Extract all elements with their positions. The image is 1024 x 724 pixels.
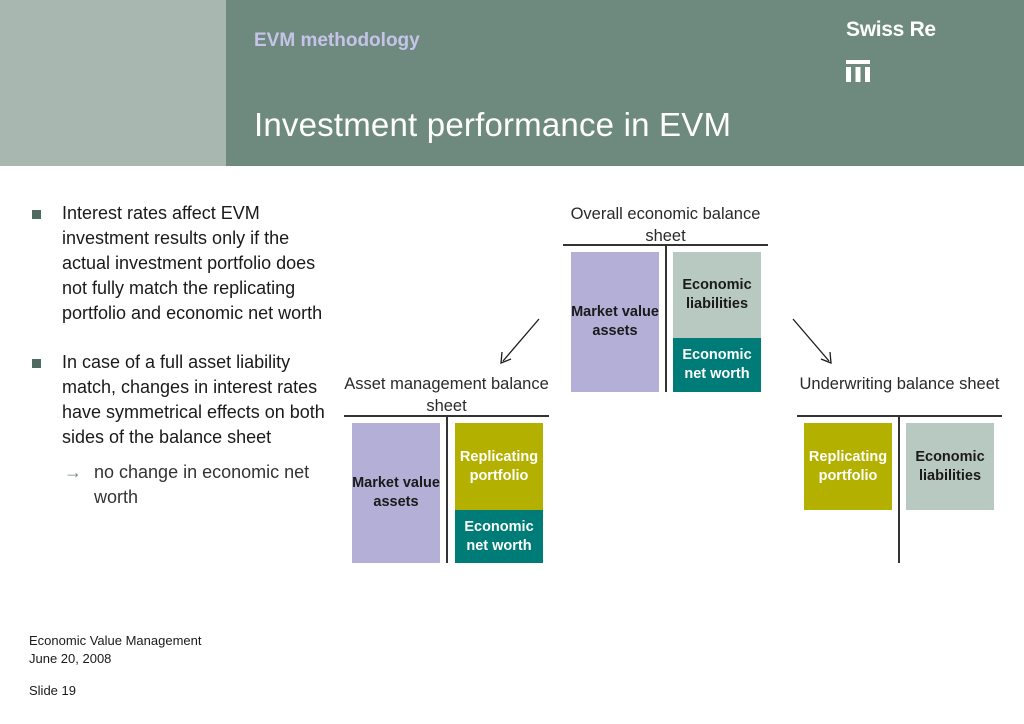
overall-economic-liabilities-box: Economic liabilities xyxy=(673,252,761,338)
overall-balance-sheet-heading: Overall economic balance sheet xyxy=(570,205,761,245)
brand-name: Swiss Re xyxy=(846,18,936,41)
bullet-text: Interest rates affect EVM investment res… xyxy=(62,203,323,323)
footer-date: June 20, 2008 xyxy=(29,651,112,666)
footer-title: Economic Value Management xyxy=(29,633,202,648)
sub-bullet-text: no change in economic net worth xyxy=(94,462,310,507)
bullet-list: Interest rates affect EVM investment res… xyxy=(30,201,330,510)
overall-market-value-assets-box: Market value assets xyxy=(571,252,659,392)
header-accent-block xyxy=(0,0,226,166)
asset-management-heading: Asset management balance sheet xyxy=(344,375,549,415)
square-bullet-icon xyxy=(32,359,41,368)
header-bar xyxy=(226,0,1024,166)
slide-number: Slide 19 xyxy=(29,683,76,698)
bullet-item: Interest rates affect EVM investment res… xyxy=(30,201,330,326)
arrow-down-left-icon xyxy=(500,318,540,364)
underwriting-heading: Underwriting balance sheet xyxy=(799,375,1000,393)
bullet-text: In case of a full asset liability match,… xyxy=(62,352,325,447)
bullet-item: In case of a full asset liability match,… xyxy=(30,350,330,450)
asset-mgmt-market-value-assets-box: Market value assets xyxy=(352,423,440,563)
arrow-right-icon: → xyxy=(64,462,82,482)
slide-title: Investment performance in EVM xyxy=(254,106,732,143)
square-bullet-icon xyxy=(32,210,41,219)
sub-bullet-item: → no change in economic net worth xyxy=(30,460,330,510)
arrow-down-right-icon xyxy=(792,318,832,364)
underwriting-replicating-portfolio-box: Replicating portfolio xyxy=(804,423,892,510)
underwriting-economic-liabilities-box: Economic liabilities xyxy=(906,423,994,510)
asset-mgmt-tbar-vertical xyxy=(446,415,448,563)
overall-tbar-vertical xyxy=(665,244,667,392)
section-title: EVM methodology xyxy=(254,30,420,51)
asset-mgmt-replicating-portfolio-box: Replicating portfolio xyxy=(455,423,543,510)
swiss-re-logo-icon xyxy=(846,60,870,82)
asset-mgmt-economic-net-worth-box: Economic net worth xyxy=(455,510,543,563)
underwriting-tbar-vertical xyxy=(898,415,900,563)
overall-economic-net-worth-box: Economic net worth xyxy=(673,338,761,392)
